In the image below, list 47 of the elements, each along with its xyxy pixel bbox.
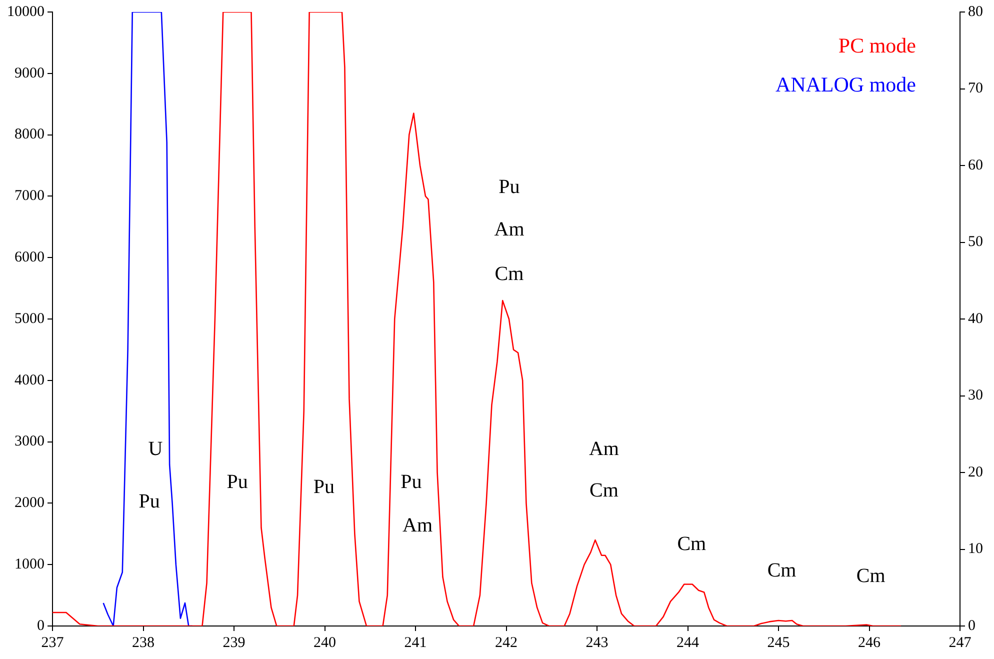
y-tick-label: 7000 [14,188,44,204]
annotation: Cm [494,262,524,285]
y2-tick-label: 80 [968,4,983,20]
x-tick-label: 238 [132,634,154,651]
y2-tick-label: 50 [968,234,983,250]
annotation: Cm [677,532,707,555]
x-tick-label: 244 [676,634,700,651]
y2-tick-label: 60 [968,157,983,174]
x-tick-label: 237 [41,634,64,651]
y-tick-label: 5000 [14,310,44,327]
x-tick-label: 242 [495,634,518,651]
annotation: Pu [400,471,422,494]
text: PC mode [838,34,916,58]
x-tick-label: 247 [948,634,972,651]
annotation: Am [494,218,525,241]
y2-tick-label: 0 [968,618,976,634]
y-tick-label: 0 [37,618,44,634]
annotation: Am [402,514,433,536]
annotation: Cm [856,564,886,587]
y-tick-label: 9000 [14,65,44,82]
y-tick-label: 2000 [14,495,44,512]
y-tick-label: 8000 [14,126,44,143]
annotation: Pu [138,490,160,513]
y-tick-label: 6000 [14,250,44,266]
y-tick-label: 10000 [7,4,44,20]
text: ANALOG mode [775,72,916,97]
y2-tick-label: 10 [968,541,983,558]
y-tick-label: 4000 [14,372,44,388]
x-tick-label: 246 [858,634,881,651]
y-tick-label: 1000 [14,556,44,573]
x-tick-label: 241 [404,634,427,651]
x-tick-label: 240 [314,634,336,651]
y2-tick-label: 70 [968,80,983,97]
annotation: Pu [226,471,248,494]
y2-tick-label: 20 [968,464,983,480]
y2-tick-label: 30 [968,388,983,404]
y-tick-label: 3000 [14,434,44,450]
annotation: Pu [313,476,334,498]
y2-tick-label: 40 [968,310,983,327]
x-tick-label: 245 [767,634,790,651]
annotation: Cm [590,479,619,502]
annotation: Cm [767,560,797,582]
annotation: U [148,438,164,460]
annotation: Pu [498,176,520,198]
annotation: Am [588,438,620,460]
x-tick-label: 243 [586,634,608,651]
x-tick-label: 239 [222,634,246,651]
